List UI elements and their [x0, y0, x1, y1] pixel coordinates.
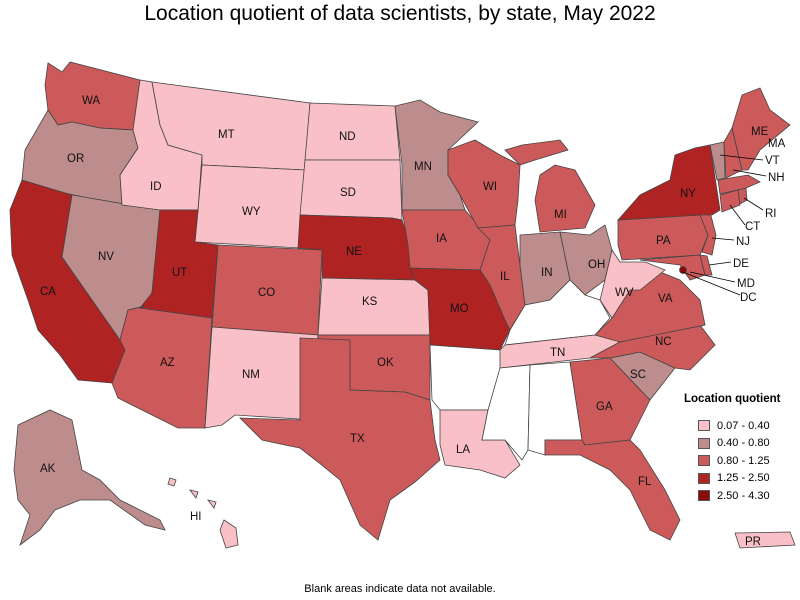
label-IA: IA: [436, 233, 447, 245]
state-DE: [699, 254, 713, 276]
label-ND: ND: [339, 131, 356, 143]
label-RI: RI: [765, 208, 777, 220]
label-OR: OR: [67, 153, 84, 165]
legend-swatch: [698, 420, 710, 432]
legend: Location quotient 0.07 - 0.40 0.40 - 0.80…: [684, 393, 796, 505]
label-AK: AK: [40, 463, 56, 475]
label-OH: OH: [588, 259, 605, 271]
legend-item: 0.40 - 0.80: [684, 435, 796, 453]
label-WV: WV: [615, 287, 634, 299]
label-NY: NY: [680, 188, 696, 200]
label-NC: NC: [655, 336, 672, 348]
label-KS: KS: [362, 296, 378, 308]
state-AK: [13, 409, 166, 547]
label-PA: PA: [656, 235, 671, 247]
leader-line-DE: [708, 261, 732, 266]
map-title: Location quotient of data scientists, by…: [144, 2, 656, 25]
legend-item: 0.07 - 0.40: [684, 417, 796, 435]
legend-swatch: [698, 455, 710, 467]
state-PR: [734, 531, 796, 549]
label-IL: IL: [500, 271, 510, 283]
label-SD: SD: [340, 187, 356, 199]
leader-line-VT: [719, 154, 764, 161]
label-MO: MO: [450, 303, 469, 315]
state-ME: [731, 87, 791, 171]
legend-label: 0.07 - 0.40: [717, 419, 770, 432]
leader-line-NH: [732, 169, 767, 177]
legend-swatch: [698, 490, 710, 502]
state-HI: [167, 477, 239, 549]
state-IL: [477, 224, 526, 331]
label-OK: OK: [377, 357, 394, 369]
label-WI: WI: [483, 181, 497, 193]
state-FL: [544, 439, 681, 541]
label-HI: HI: [190, 511, 202, 523]
label-NV: NV: [98, 251, 114, 263]
state-CT: [719, 189, 741, 213]
leader-line-RI: [743, 197, 764, 211]
label-NM: NM: [242, 369, 260, 381]
label-ID: ID: [150, 181, 162, 193]
leader-line-CT: [729, 204, 746, 226]
legend-swatch: [698, 472, 710, 484]
state-DC: [679, 266, 687, 274]
leader-line-NJ: [711, 237, 735, 241]
legend-label: 0.80 - 1.25: [717, 454, 770, 467]
label-MN: MN: [414, 161, 432, 173]
legend-label: 2.50 - 4.30: [717, 489, 770, 502]
label-SC: SC: [630, 369, 646, 381]
state-VT: [709, 141, 726, 181]
leader-line-MD: [689, 271, 736, 283]
label-MD: MD: [737, 278, 755, 290]
footnote: Blank areas indicate data not available.: [304, 583, 496, 595]
label-DE: DE: [733, 258, 749, 270]
label-TN: TN: [550, 347, 565, 359]
legend-label: 1.25 - 2.50: [717, 472, 770, 485]
label-WY: WY: [242, 206, 261, 218]
state-RI: [737, 187, 748, 205]
label-TX: TX: [350, 433, 365, 445]
label-NH: NH: [768, 172, 785, 184]
legend-item: 1.25 - 2.50: [684, 470, 796, 488]
label-CT: CT: [745, 221, 760, 233]
state-TX: [239, 337, 441, 541]
label-VT: VT: [765, 155, 780, 167]
legend-item: 2.50 - 4.30: [684, 487, 796, 505]
label-MI: MI: [554, 209, 567, 221]
legend-label: 0.40 - 0.80: [717, 437, 770, 450]
label-CA: CA: [40, 286, 56, 298]
label-WA: WA: [82, 95, 100, 107]
label-DC: DC: [740, 292, 757, 304]
legend-item: 0.80 - 1.25: [684, 452, 796, 470]
label-NE: NE: [346, 246, 362, 258]
label-NJ: NJ: [736, 236, 750, 248]
state-WI: [447, 139, 521, 229]
state-MI: [504, 139, 596, 233]
legend-title: Location quotient: [684, 393, 781, 405]
label-IN: IN: [541, 267, 553, 279]
label-PR: PR: [745, 536, 761, 548]
label-VA: VA: [658, 293, 673, 305]
leader-line-DC: [682, 271, 741, 296]
label-MT: MT: [218, 129, 235, 141]
label-ME: ME: [751, 126, 769, 138]
label-MA: MA: [768, 138, 786, 150]
state-MA: [717, 174, 761, 195]
label-AZ: AZ: [160, 357, 175, 369]
label-UT: UT: [172, 267, 187, 279]
label-CO: CO: [258, 287, 275, 299]
label-FL: FL: [638, 476, 652, 488]
label-LA: LA: [456, 444, 470, 456]
legend-swatch: [698, 437, 710, 449]
state-NY: [617, 144, 721, 221]
label-GA: GA: [596, 401, 613, 413]
state-WV: [599, 249, 666, 319]
state-WY: [194, 164, 306, 249]
